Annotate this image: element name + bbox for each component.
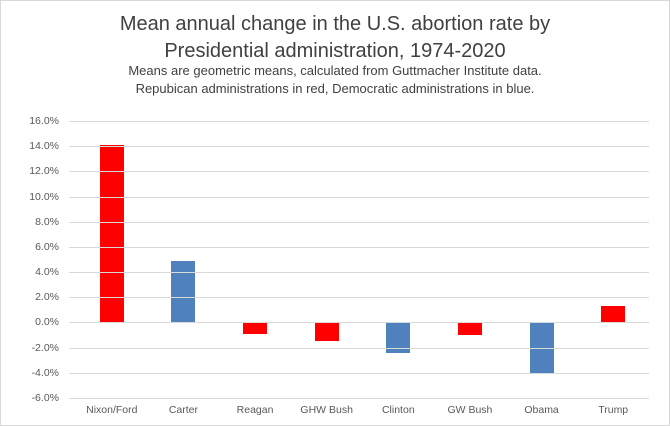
y-axis-labels: 16.0% 14.0% 12.0% 10.0% 8.0% 6.0% 4.0% 2.0% 0.0%… <box>1 115 61 404</box>
x-axis-label: GW Bush <box>447 404 493 416</box>
x-axis-labels: Nixon/Ford Carter Reagan GHW Bush Clinton GW … <box>76 404 649 420</box>
x-axis-label: Trump <box>598 404 629 416</box>
chart-title-line2: Presidential administration, 1974-2020 <box>164 40 506 62</box>
bar-clinton <box>386 322 411 353</box>
y-tick-label: 4.0% <box>35 266 59 279</box>
y-tick-label: 14.0% <box>29 140 59 153</box>
gridline <box>69 272 649 274</box>
bar-trump <box>601 306 626 323</box>
x-axis-label: Obama <box>524 404 559 416</box>
x-axis-label: GHW Bush <box>300 404 353 416</box>
y-tick-label: 6.0% <box>35 240 59 253</box>
bar-gw-bush <box>457 322 482 336</box>
gridline <box>69 246 649 248</box>
gridline <box>69 221 649 223</box>
gridline <box>69 347 649 349</box>
chart-title-line1: Mean annual change in the U.S. abortion … <box>119 13 551 35</box>
bar-nixon-ford <box>99 144 124 323</box>
y-tick-label: -2.0% <box>31 341 59 354</box>
y-tick-label: 2.0% <box>35 291 59 304</box>
x-axis-label: Reagan <box>236 404 274 416</box>
x-axis-label: Carter <box>168 404 199 416</box>
gridline <box>69 196 649 198</box>
chart-subtitle-line2: Repubican administrations in red, Democr… <box>135 81 535 96</box>
gridline <box>69 297 649 299</box>
y-tick-label: 8.0% <box>35 215 59 228</box>
gridline <box>69 322 649 324</box>
x-axis-label: Clinton <box>381 404 415 416</box>
y-tick-label: -6.0% <box>31 392 59 404</box>
x-axis-label: Nixon/Ford <box>86 404 138 416</box>
chart-subtitle-line1: Means are geometric means, calculated fr… <box>128 63 542 78</box>
bar-reagan <box>243 322 268 334</box>
y-tick-label: 0.0% <box>35 316 59 329</box>
chart-subtitle: Means are geometric means, calculated fr… <box>1 62 669 98</box>
gridline <box>69 372 649 374</box>
y-tick-label: -4.0% <box>31 366 59 379</box>
gridline <box>69 146 649 148</box>
y-tick-label: 16.0% <box>29 115 59 127</box>
gridline <box>69 171 649 173</box>
bar-carter <box>171 260 196 323</box>
bars-layer <box>76 121 649 398</box>
chart-title: Mean annual change in the U.S. abortion … <box>1 11 669 65</box>
plot-area <box>69 121 649 399</box>
y-tick-label: 12.0% <box>29 165 59 178</box>
gridline <box>69 398 649 399</box>
y-tick-label: 10.0% <box>29 190 59 203</box>
bar-ghw-bush <box>314 322 339 342</box>
gridline <box>69 121 649 122</box>
